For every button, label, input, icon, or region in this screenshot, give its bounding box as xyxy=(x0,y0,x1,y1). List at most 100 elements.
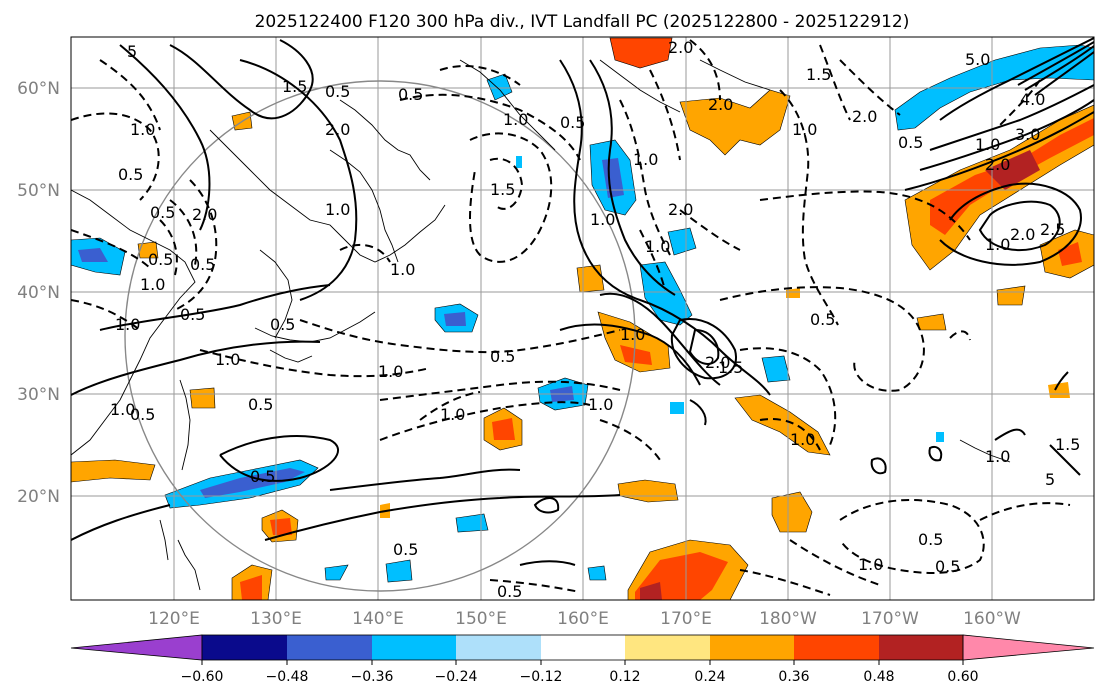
dashed-contours xyxy=(71,39,1071,596)
graticule xyxy=(71,37,1094,600)
warm-patch xyxy=(492,418,515,440)
cool-patch xyxy=(486,73,513,101)
cool-patch xyxy=(670,402,684,414)
contour-label: 2.0 xyxy=(1010,225,1035,244)
warm-patch xyxy=(576,264,605,293)
contour-label: 0.5 xyxy=(398,85,423,104)
contour-label: 2.0 xyxy=(325,120,350,139)
figure-title: 2025122400 F120 300 hPa div., IVT Landfa… xyxy=(255,12,910,32)
cool-patch xyxy=(444,312,466,326)
contour-label: 1.0 xyxy=(985,447,1010,466)
warm-patch xyxy=(996,285,1026,306)
lat-label: 50°N xyxy=(17,181,60,201)
warm-patch xyxy=(189,387,216,409)
contour-label: 1.0 xyxy=(588,395,613,414)
contour-label: 1.0 xyxy=(633,150,658,169)
contour-label: 0.5 xyxy=(490,347,515,366)
contour-label: 1.0 xyxy=(115,315,140,334)
colorbar-segment xyxy=(962,634,1095,661)
colorbar-segment xyxy=(456,635,541,660)
contour-label: 1.0 xyxy=(792,120,817,139)
colorbar-tick-labels: −0.60 −0.48 −0.36 −0.24 −0.12 0.12 0.24 … xyxy=(181,669,979,685)
colorbar-tick-label: 0.60 xyxy=(947,669,978,685)
contour-label: 1.0 xyxy=(325,200,350,219)
contour-label: 2.0 xyxy=(852,107,877,126)
colorbar-segment xyxy=(879,635,963,660)
contour-label: 0.5 xyxy=(810,310,835,329)
colorbar-segment xyxy=(202,635,287,660)
contour-label: 1.0 xyxy=(140,275,165,294)
colorbar-segment xyxy=(794,635,879,660)
contour-label: 0.5 xyxy=(270,315,295,334)
warm-patch xyxy=(240,575,262,600)
contour-label: 1.0 xyxy=(985,235,1010,254)
cool-patch xyxy=(602,158,624,198)
contour-label: 1.0 xyxy=(975,135,1000,154)
contour-label: 1.0 xyxy=(620,325,645,344)
contour-label: 5.0 xyxy=(965,50,990,69)
contour-label: 1.0 xyxy=(130,120,155,139)
contour-label: 0.5 xyxy=(130,405,155,424)
contour-label: 1.0 xyxy=(390,260,415,279)
lon-label: 170°W xyxy=(861,609,919,629)
contour-label: 2.0 xyxy=(985,155,1010,174)
contour-label: 0.5 xyxy=(150,203,175,222)
contour-label: 2.5 xyxy=(1040,220,1065,239)
contour-label: 5 xyxy=(127,42,137,61)
longitude-labels: 120°E 130°E 140°E 150°E 160°E 170°E 180°… xyxy=(148,609,1021,629)
colorbar-segment xyxy=(372,635,456,660)
contour-label: 0.5 xyxy=(118,165,143,184)
contour-label: 1.0 xyxy=(590,210,615,229)
colorbar-tick-label: −0.36 xyxy=(351,669,394,685)
contour-label: 1.5 xyxy=(1055,435,1080,454)
lon-label: 170°E xyxy=(660,609,712,629)
contour-label: 1.5 xyxy=(718,358,743,377)
contour-label: 1.0 xyxy=(503,110,528,129)
contour-label: 1.5 xyxy=(282,77,307,96)
lat-label: 60°N xyxy=(17,79,60,99)
lon-label: 120°E xyxy=(148,609,200,629)
contour-label: 0.5 xyxy=(918,530,943,549)
contour-label: 0.5 xyxy=(898,133,923,152)
latitude-labels: 60°N 50°N 40°N 30°N 20°N xyxy=(17,79,60,507)
contour-label: 1.0 xyxy=(790,430,815,449)
colorbar-tick-label: −0.24 xyxy=(435,669,478,685)
lon-label: 130°E xyxy=(250,609,302,629)
colorbar-tick-label: −0.12 xyxy=(520,669,563,685)
contour-label: 2.0 xyxy=(192,205,217,224)
colorbar-tick-label: 0.24 xyxy=(694,669,725,685)
contour-label: 2.0 xyxy=(705,353,730,372)
contour-labels: 2.0 5 1.5 0.5 0.5 1.0 2.0 1.0 0.5 2.0 1.… xyxy=(110,38,1080,600)
contour-label: 2.0 xyxy=(668,200,693,219)
colorbar-tick-label: 0.12 xyxy=(609,669,640,685)
warm-patch xyxy=(620,345,652,365)
lon-label: 150°E xyxy=(455,609,507,629)
colorbar-outline xyxy=(201,634,964,661)
contour-label: 0.5 xyxy=(148,250,173,269)
cool-patch xyxy=(385,559,413,583)
warm-patch xyxy=(786,288,800,298)
contour-label: 2.0 xyxy=(668,38,693,57)
landfall-region-circle xyxy=(124,80,636,592)
cool-patch xyxy=(78,248,108,262)
colorbar-segment xyxy=(287,635,372,660)
warm-patch xyxy=(609,37,673,69)
cool-patch xyxy=(936,432,944,442)
warm-patch xyxy=(771,491,813,533)
cool-patch xyxy=(761,355,791,383)
contour-label: 0.5 xyxy=(250,467,275,486)
colorbar-tick-label: −0.60 xyxy=(181,669,224,685)
lat-label: 30°N xyxy=(17,385,60,405)
colorbar-tick-label: 0.48 xyxy=(863,669,894,685)
contour-label: 0.5 xyxy=(393,540,418,559)
contour-label: 1.0 xyxy=(858,555,883,574)
lon-label: 160°W xyxy=(963,609,1021,629)
contour-label: 5 xyxy=(1045,470,1055,489)
colorbar-segment xyxy=(625,635,710,660)
colorbar-segment xyxy=(541,635,625,660)
contour-label: 1.0 xyxy=(645,237,670,256)
contour-label: 3.0 xyxy=(1015,125,1040,144)
lat-label: 40°N xyxy=(17,283,60,303)
contour-label: 1.0 xyxy=(215,350,240,369)
